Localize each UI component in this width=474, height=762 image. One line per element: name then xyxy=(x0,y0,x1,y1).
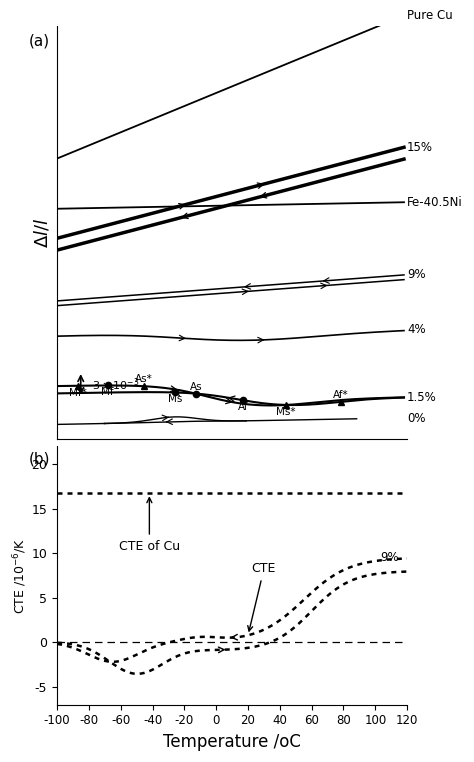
Text: (a): (a) xyxy=(29,34,50,49)
Text: 1.5%: 1.5% xyxy=(407,391,437,404)
Text: 9%: 9% xyxy=(407,268,426,281)
Text: Mf: Mf xyxy=(101,387,114,397)
Text: Mf*: Mf* xyxy=(69,388,86,398)
Text: CTE of Cu: CTE of Cu xyxy=(119,498,180,552)
Text: Fe-40.5Ni: Fe-40.5Ni xyxy=(407,196,463,209)
Text: 15%: 15% xyxy=(407,141,433,154)
Text: As*: As* xyxy=(135,374,153,385)
Text: As: As xyxy=(190,382,202,392)
Text: (b): (b) xyxy=(29,451,51,466)
Y-axis label: CTE /$10^{-6}$/K: CTE /$10^{-6}$/K xyxy=(11,537,29,613)
X-axis label: Temperature /oC: Temperature /oC xyxy=(163,733,301,751)
Text: Af*: Af* xyxy=(333,390,349,400)
Text: CTE: CTE xyxy=(248,562,276,631)
Text: Ms: Ms xyxy=(168,394,182,405)
Text: 0%: 0% xyxy=(407,412,426,425)
Text: Af: Af xyxy=(238,402,248,412)
Text: Ms*: Ms* xyxy=(276,407,295,417)
Text: Pure Cu: Pure Cu xyxy=(407,9,453,22)
Text: $3\times10^{-3}$: $3\times10^{-3}$ xyxy=(92,376,139,393)
Text: 9%: 9% xyxy=(381,551,399,564)
Text: 4%: 4% xyxy=(407,322,426,335)
Y-axis label: $\Delta l/l$: $\Delta l/l$ xyxy=(33,217,52,248)
